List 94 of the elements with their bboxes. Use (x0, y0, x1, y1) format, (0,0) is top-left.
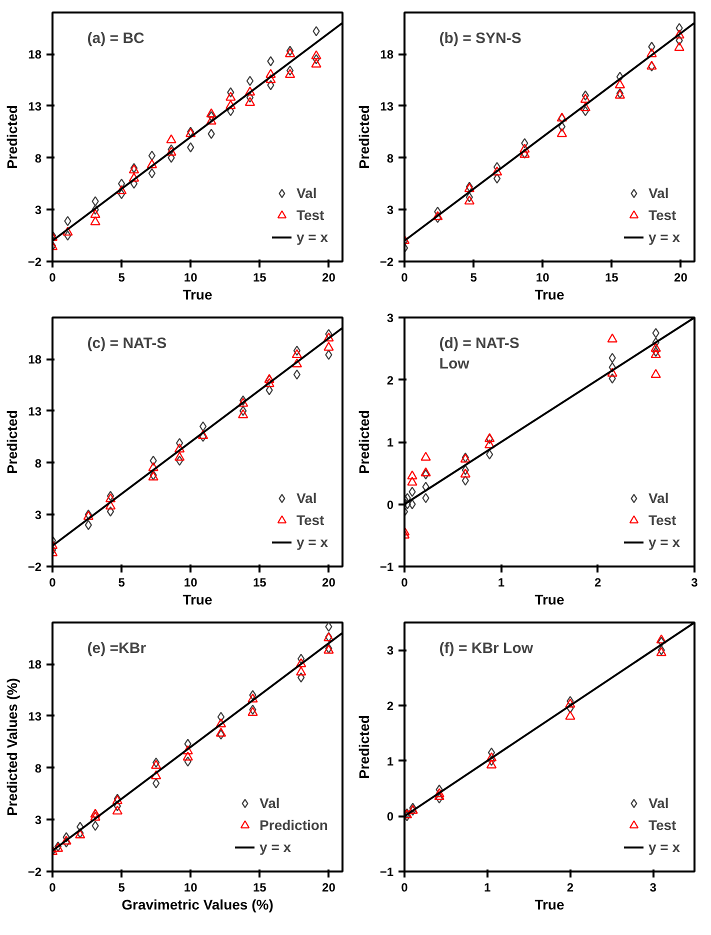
text: (f) = KBr Low (439, 640, 534, 657)
x-tick-label: 2 (594, 576, 602, 590)
legend-label: Test (648, 512, 676, 528)
x-tick-label: 3 (691, 576, 698, 590)
y-tick-label: 2 (386, 699, 394, 713)
y-tick-label: −1 (380, 865, 394, 879)
y-tick-label: 13 (380, 99, 394, 114)
x-tick-label: 0 (401, 576, 408, 590)
x-axis-title: True (534, 592, 564, 608)
y-tick-label: 8 (34, 151, 42, 166)
legend-label: Test (648, 207, 676, 223)
x-tick-label: 20 (322, 270, 336, 284)
x-tick-label: 20 (322, 880, 336, 894)
y-tick-label: 18 (28, 658, 42, 672)
legend-label: y = x (648, 534, 680, 550)
legend-label: Val (648, 490, 669, 506)
x-tick-label: 20 (674, 270, 688, 284)
y-tick-label: 0 (386, 810, 394, 824)
x-tick-label: 0 (401, 270, 408, 284)
y-tick-label: 0 (386, 498, 394, 512)
legend-label: y = x (296, 534, 328, 550)
x-tick-label: 15 (252, 270, 267, 284)
x-tick-label: 15 (604, 270, 619, 284)
y-tick-label: −2 (28, 255, 42, 269)
legend-label: Val (260, 795, 280, 811)
y-tick-label: 3 (34, 203, 42, 218)
x-axis-title: True (182, 286, 212, 302)
y-tick-label: 3 (386, 203, 394, 218)
y-tick-label: 2 (386, 373, 394, 388)
x-axis-title: True (534, 286, 564, 302)
x-tick-label: 0 (49, 576, 56, 590)
x-tick-label: 20 (322, 576, 336, 590)
x-tick-label: 0 (49, 880, 56, 894)
y-axis-title: Predicted (356, 105, 372, 169)
legend-label: Val (296, 490, 317, 506)
legend-label: Prediction (260, 817, 328, 833)
x-tick-label: 5 (470, 270, 478, 284)
x-tick-label: 10 (184, 270, 198, 284)
text: (e) =KBr (87, 640, 146, 657)
legend-label: Val (648, 185, 669, 201)
y-axis-title: Predicted (4, 410, 20, 474)
legend-label: y = x (648, 839, 680, 855)
text: (b) = SYN-S (439, 30, 522, 47)
x-axis-title: Gravimetric Values (%) (122, 896, 274, 912)
y-tick-label: −2 (28, 865, 42, 879)
x-tick-label: 15 (252, 576, 267, 590)
y-tick-label: 3 (34, 813, 42, 828)
legend-label: Val (648, 795, 669, 811)
legend-label: Test (296, 512, 324, 528)
x-axis-title: True (534, 896, 564, 912)
y-tick-label: 3 (34, 508, 42, 522)
text: (a) = BC (87, 30, 145, 47)
text: (c) = NAT-S (87, 334, 167, 352)
y-tick-label: 8 (34, 761, 42, 776)
y-tick-label: 13 (28, 404, 42, 418)
x-tick-label: 0 (401, 880, 408, 894)
x-tick-label: 2 (566, 880, 574, 894)
text: (d) = NAT-S Low (439, 334, 520, 372)
y-tick-label: −2 (380, 255, 394, 269)
y-tick-label: 8 (34, 456, 42, 470)
x-tick-label: 1 (484, 880, 492, 894)
y-tick-label: 1 (386, 754, 394, 768)
x-tick-label: 10 (184, 576, 198, 590)
x-tick-label: 10 (184, 880, 198, 894)
x-tick-label: 15 (252, 880, 267, 894)
legend-label: Test (648, 817, 676, 833)
legend-label: Test (296, 207, 324, 223)
x-tick-label: 1 (498, 576, 505, 590)
y-tick-label: 8 (386, 151, 394, 166)
legend-label: y = x (296, 229, 328, 245)
y-tick-label: 18 (380, 48, 394, 62)
y-tick-label: 3 (386, 644, 394, 658)
x-tick-label: 5 (118, 880, 126, 894)
legend-label: Val (296, 185, 317, 201)
y-axis-title: Predicted (356, 410, 372, 474)
legend-label: y = x (260, 839, 292, 855)
x-tick-label: 3 (650, 880, 657, 894)
y-axis-title: Predicted (4, 105, 20, 169)
y-tick-label: −2 (28, 560, 42, 574)
y-tick-label: 18 (28, 48, 42, 62)
x-tick-label: 10 (536, 270, 550, 284)
y-axis-title: Predicted Values (%) (4, 678, 20, 816)
y-tick-label: 13 (28, 99, 42, 114)
y-tick-label: 1 (386, 436, 394, 450)
y-axis-title: Predicted (356, 715, 372, 779)
y-tick-label: 13 (28, 709, 42, 724)
x-tick-label: 0 (49, 270, 56, 284)
x-axis-title: True (182, 592, 212, 608)
legend-label: y = x (648, 229, 680, 245)
y-tick-label: 3 (386, 311, 394, 325)
y-tick-label: 18 (28, 352, 42, 366)
x-tick-label: 5 (118, 576, 126, 590)
y-tick-label: −1 (380, 560, 394, 574)
x-tick-label: 5 (118, 270, 126, 284)
